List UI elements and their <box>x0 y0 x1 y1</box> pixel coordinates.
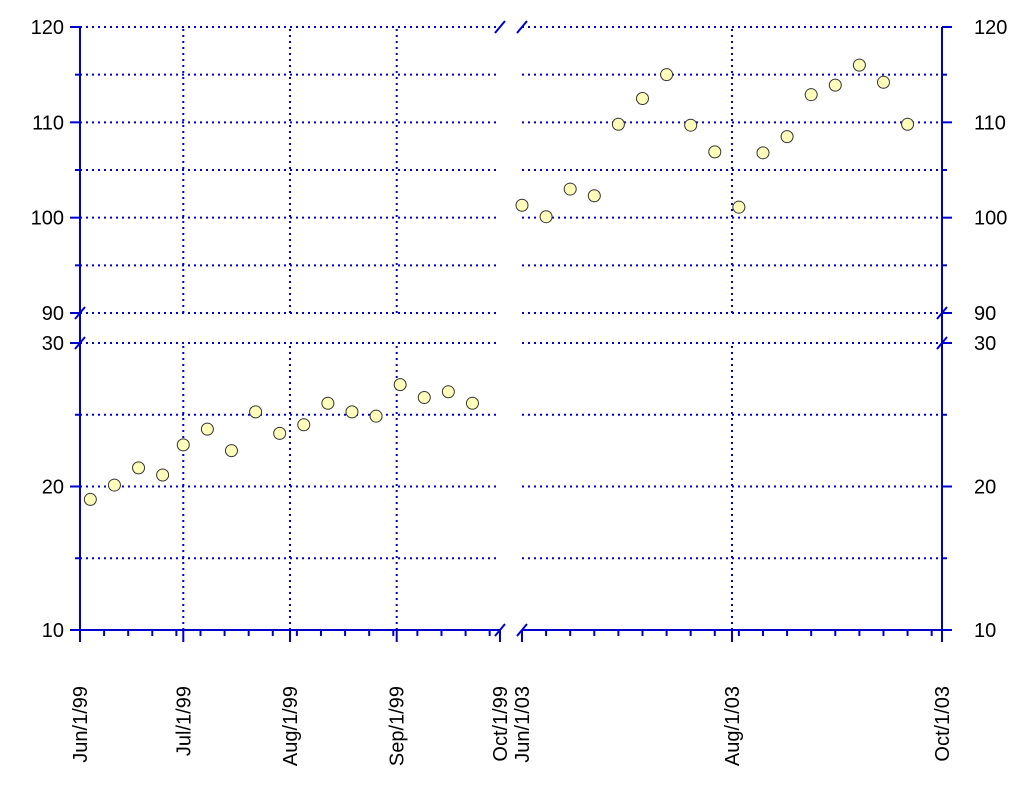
data-point <box>273 426 287 440</box>
axis-ticks <box>70 26 952 642</box>
x-tick-label: Aug/1/99 <box>280 686 302 766</box>
y-tick-label: 100 <box>31 208 64 230</box>
x-tick-label: Sep/1/99 <box>387 686 409 766</box>
y-tick-label: 110 <box>32 112 64 134</box>
y-tick-label: 10 <box>42 620 64 642</box>
data-point <box>780 130 794 144</box>
grid-lines <box>80 26 942 630</box>
data-point <box>200 422 214 436</box>
data-point <box>369 409 383 423</box>
y-tick-label: 100 <box>974 208 1007 230</box>
data-point <box>828 78 842 92</box>
data-point <box>708 145 722 159</box>
data-point <box>732 200 746 214</box>
tick-labels: 90 90 100 100 110 110 120 120 10 10 20 20 30 30 Jun/1/… <box>31 17 1008 766</box>
data-point <box>587 189 601 203</box>
data-point <box>83 492 97 506</box>
data-point <box>132 461 146 475</box>
data-point <box>156 468 170 482</box>
x-break-mark <box>516 623 528 637</box>
data-point <box>441 385 455 399</box>
y-tick-label: 90 <box>974 303 996 325</box>
data-point <box>515 198 529 212</box>
data-point <box>563 182 577 196</box>
data-point <box>224 444 238 458</box>
data-point <box>417 391 431 405</box>
y-tick-label: 30 <box>974 333 996 355</box>
y-break-mark <box>936 306 948 320</box>
data-point <box>611 117 625 131</box>
y-tick-label: 30 <box>42 333 64 355</box>
data-point <box>321 396 335 410</box>
x-tick-label: Jul/1/99 <box>173 686 195 756</box>
y-tick-label: 20 <box>974 477 996 499</box>
y-tick-label: 10 <box>974 620 996 642</box>
axis-break-marks <box>74 20 948 637</box>
x-tick-label: Jun/1/03 <box>512 686 534 763</box>
data-point <box>852 58 866 72</box>
data-point <box>107 478 121 492</box>
y-tick-label: 120 <box>974 17 1007 39</box>
x-tick-label: Oct/1/03 <box>932 686 954 762</box>
data-point <box>756 146 770 160</box>
data-point <box>804 88 818 102</box>
data-point <box>345 405 359 419</box>
y-break-mark <box>74 306 86 320</box>
x-tick-label: Aug/1/03 <box>722 686 744 766</box>
data-point <box>393 378 407 392</box>
y-break-mark <box>74 336 86 350</box>
data-point <box>465 396 479 410</box>
y-break-mark <box>936 336 948 350</box>
data-point <box>176 438 190 452</box>
x-break-mark <box>494 20 506 34</box>
data-points <box>83 58 915 506</box>
data-point <box>297 418 311 432</box>
axis-frame <box>79 27 943 631</box>
y-tick-label: 20 <box>42 477 64 499</box>
data-point <box>660 68 674 82</box>
y-tick-label: 110 <box>974 112 1006 134</box>
y-tick-label: 120 <box>31 17 64 39</box>
data-point <box>684 118 698 132</box>
data-point <box>635 92 649 105</box>
data-point <box>539 210 553 224</box>
x-tick-label: Oct/1/99 <box>490 686 512 762</box>
x-break-mark <box>516 20 528 34</box>
y-tick-label: 90 <box>42 303 64 325</box>
x-break-mark <box>494 623 506 637</box>
data-point <box>876 75 890 89</box>
x-tick-label: Jun/1/99 <box>70 686 92 763</box>
data-point <box>901 117 915 131</box>
data-point <box>249 405 263 419</box>
